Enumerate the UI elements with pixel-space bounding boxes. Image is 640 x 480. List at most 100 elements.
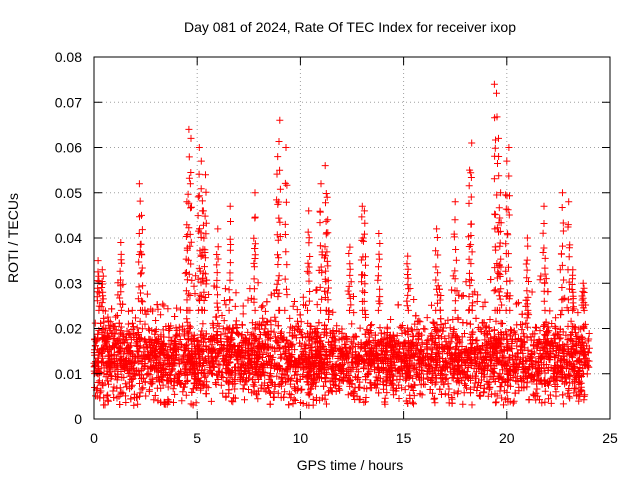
x-tick-label: 0 <box>90 430 98 446</box>
data-point <box>509 374 517 382</box>
data-point <box>472 360 480 368</box>
data-point <box>219 355 227 363</box>
data-point <box>250 371 258 379</box>
data-point <box>270 393 278 401</box>
data-point <box>241 396 248 404</box>
data-point <box>308 343 316 351</box>
data-point <box>397 358 405 366</box>
data-point <box>541 264 549 272</box>
data-point <box>202 342 210 350</box>
data-point <box>98 354 106 362</box>
data-point <box>235 342 243 349</box>
data-point <box>274 276 282 284</box>
x-tick-labels: 0 5 10 15 20 25 <box>90 430 618 446</box>
data-point <box>575 325 583 333</box>
data-point <box>238 321 246 329</box>
data-point <box>380 360 387 367</box>
data-point <box>288 332 296 340</box>
data-point <box>255 376 263 383</box>
data-point <box>183 269 190 276</box>
data-point <box>307 323 315 330</box>
data-point <box>328 362 336 370</box>
data-point <box>200 288 208 296</box>
data-point <box>368 321 376 329</box>
data-point <box>213 371 221 379</box>
data-point <box>361 280 369 288</box>
data-point <box>218 312 226 319</box>
data-point <box>496 239 504 247</box>
data-point <box>98 346 106 354</box>
data-point <box>558 261 566 269</box>
data-point-peak <box>197 157 205 165</box>
data-point <box>225 386 233 394</box>
data-point <box>493 224 501 232</box>
data-point <box>454 387 462 395</box>
data-point <box>306 288 314 295</box>
data-point <box>498 301 506 309</box>
data-point <box>467 220 475 228</box>
data-point <box>505 375 512 383</box>
data-point <box>352 373 360 381</box>
data-point-peak <box>214 225 222 233</box>
data-point <box>455 361 463 369</box>
data-point <box>151 392 159 399</box>
data-point <box>490 175 498 183</box>
data-point <box>259 354 266 361</box>
data-point <box>208 337 216 345</box>
data-point <box>432 247 440 255</box>
data-point <box>317 358 325 366</box>
data-point <box>140 351 148 359</box>
data-point <box>273 363 281 371</box>
data-point <box>520 332 528 340</box>
data-point <box>469 290 477 298</box>
data-point <box>322 199 329 207</box>
data-point <box>187 169 195 176</box>
data-point <box>245 345 253 353</box>
data-point <box>275 272 283 280</box>
data-point <box>492 399 500 407</box>
data-point <box>467 260 475 268</box>
data-point <box>288 342 296 350</box>
data-point <box>506 332 514 340</box>
data-point <box>130 323 137 331</box>
data-point <box>374 276 382 284</box>
data-point-peak <box>569 266 577 274</box>
data-point <box>207 397 215 405</box>
data-point <box>101 341 109 349</box>
data-point <box>479 319 487 327</box>
data-point <box>523 266 531 274</box>
data-point <box>198 380 206 388</box>
data-point <box>311 362 319 370</box>
data-point <box>254 395 262 403</box>
data-point <box>347 377 354 385</box>
data-point <box>313 301 321 309</box>
data-point <box>438 333 445 341</box>
data-point <box>246 369 254 377</box>
data-point <box>333 322 341 330</box>
data-point <box>473 344 481 352</box>
data-point <box>499 366 506 374</box>
data-point <box>153 301 161 309</box>
data-point <box>565 370 573 378</box>
data-point <box>549 339 557 347</box>
data-point <box>214 291 221 299</box>
data-point <box>293 358 300 366</box>
data-point <box>495 204 503 212</box>
data-point <box>529 390 537 398</box>
data-point <box>405 353 413 361</box>
data-point <box>200 347 208 355</box>
data-point-peak <box>559 189 566 197</box>
data-point <box>128 361 136 369</box>
data-point <box>555 335 563 343</box>
data-point-peak <box>490 80 498 88</box>
data-point <box>494 268 502 276</box>
data-point <box>494 372 502 380</box>
data-point <box>213 299 221 307</box>
data-point <box>291 383 298 391</box>
data-point <box>200 221 207 229</box>
data-point <box>558 250 565 258</box>
data-point <box>225 367 233 375</box>
data-point <box>266 372 274 380</box>
data-point <box>215 349 223 357</box>
data-point <box>464 363 472 371</box>
